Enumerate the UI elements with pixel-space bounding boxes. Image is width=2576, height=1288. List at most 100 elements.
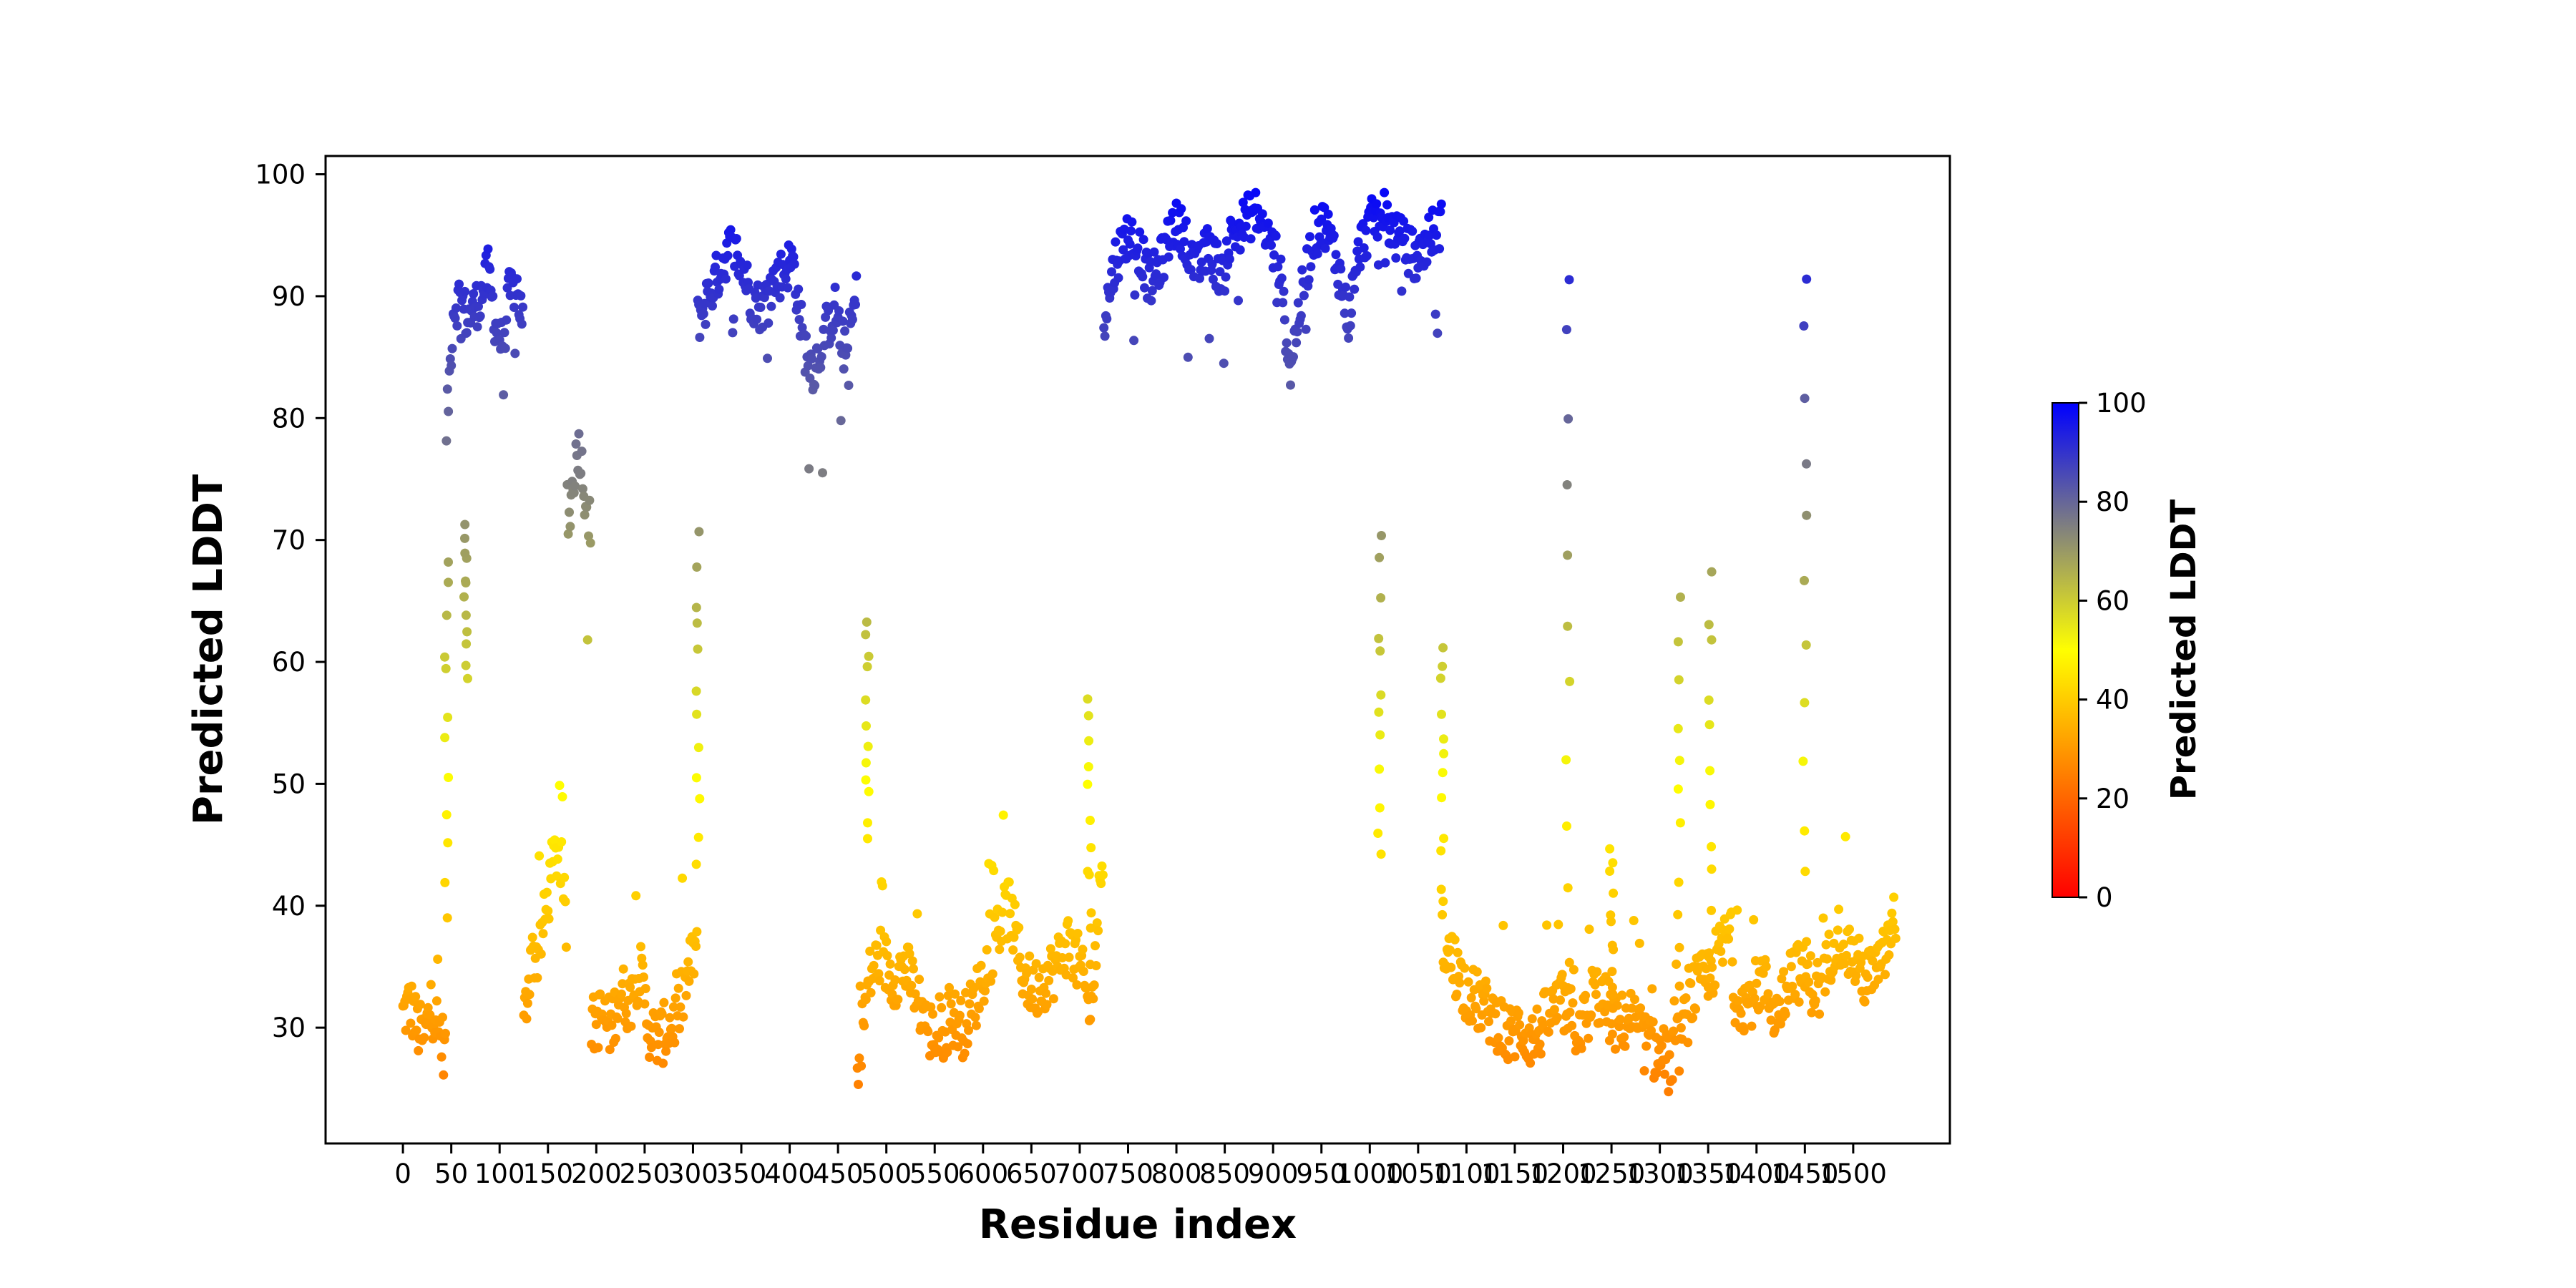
data-point	[443, 713, 453, 722]
x-tick-label: 1500	[1820, 1158, 1887, 1189]
data-point	[638, 960, 648, 970]
data-point	[731, 234, 741, 243]
data-point	[1380, 258, 1390, 268]
data-point	[631, 891, 641, 901]
data-point	[1439, 748, 1449, 758]
data-point	[863, 818, 872, 828]
data-point	[1674, 981, 1684, 991]
data-point	[485, 264, 495, 274]
data-point	[475, 311, 485, 321]
data-point	[1673, 784, 1683, 794]
data-point	[839, 364, 849, 374]
data-point	[1073, 929, 1083, 938]
data-point	[914, 975, 924, 985]
data-point	[1347, 308, 1357, 318]
data-point	[1277, 273, 1287, 283]
data-point	[1341, 282, 1350, 292]
data-point	[440, 877, 450, 887]
data-point	[1527, 1014, 1537, 1024]
data-point	[763, 353, 772, 364]
data-point	[1674, 942, 1684, 952]
data-point	[1168, 208, 1178, 218]
data-point	[794, 284, 804, 294]
data-point	[1208, 274, 1218, 284]
data-point	[1219, 358, 1229, 369]
x-axis-title: Residue index	[979, 1201, 1297, 1248]
data-point	[989, 866, 999, 876]
data-point	[834, 306, 844, 316]
data-point	[890, 975, 900, 985]
data-point	[423, 1002, 433, 1013]
data-point	[1838, 940, 1848, 950]
data-point	[1439, 834, 1449, 844]
data-point	[1564, 957, 1574, 967]
data-point	[552, 854, 562, 864]
data-point	[1800, 826, 1810, 836]
data-point	[1727, 957, 1737, 967]
data-point	[1064, 952, 1074, 962]
data-point	[885, 959, 895, 969]
data-point	[1453, 947, 1463, 957]
data-point	[1159, 273, 1169, 283]
data-point	[1241, 221, 1251, 231]
data-point	[1566, 984, 1576, 994]
data-point	[1113, 273, 1123, 283]
data-point	[997, 907, 1008, 917]
data-point	[1083, 711, 1093, 721]
data-point	[675, 1002, 686, 1012]
data-point	[1799, 321, 1809, 331]
data-point	[796, 300, 806, 309]
data-point	[577, 447, 587, 457]
data-point	[1312, 249, 1322, 259]
data-point	[1733, 996, 1743, 1006]
data-point	[1813, 957, 1823, 967]
data-point	[763, 318, 774, 328]
data-point	[621, 1008, 631, 1018]
data-point	[1025, 951, 1035, 961]
data-point	[607, 1020, 617, 1030]
data-point	[1278, 298, 1288, 308]
data-point	[1620, 1041, 1630, 1051]
data-point	[1786, 962, 1796, 972]
data-point	[865, 946, 875, 956]
data-point	[1084, 869, 1094, 879]
data-point	[789, 252, 799, 262]
data-point	[1445, 945, 1455, 955]
data-point	[776, 249, 786, 259]
data-point	[1183, 352, 1193, 362]
x-tick-label: 100	[474, 1158, 525, 1189]
data-point	[1493, 1033, 1503, 1043]
data-point	[451, 303, 461, 313]
data-point	[1535, 1039, 1545, 1049]
data-point	[1093, 926, 1103, 936]
data-point	[824, 306, 834, 316]
data-point	[862, 721, 871, 731]
data-point	[1432, 230, 1441, 240]
data-point	[804, 464, 814, 474]
data-point	[509, 303, 519, 312]
data-point	[544, 914, 554, 924]
data-point	[1345, 321, 1355, 331]
data-point	[1048, 994, 1058, 1004]
data-point	[1267, 240, 1276, 250]
y-tick-label: 30	[272, 1013, 306, 1043]
data-point	[1565, 676, 1575, 686]
data-point	[460, 286, 470, 296]
data-point	[1840, 831, 1850, 841]
data-point	[987, 969, 997, 979]
data-point	[1176, 204, 1186, 214]
data-point	[1373, 829, 1383, 838]
data-point	[1034, 972, 1044, 982]
data-point	[576, 469, 586, 479]
data-point	[426, 980, 436, 990]
data-point	[907, 980, 917, 990]
data-point	[910, 989, 920, 999]
data-point	[560, 872, 570, 882]
data-point	[618, 964, 628, 974]
data-point	[1085, 923, 1096, 933]
data-point	[431, 996, 441, 1006]
data-point	[1430, 309, 1440, 319]
colorbar-tick-label: 0	[2096, 882, 2113, 913]
data-point	[1086, 908, 1096, 918]
data-point	[683, 957, 693, 967]
